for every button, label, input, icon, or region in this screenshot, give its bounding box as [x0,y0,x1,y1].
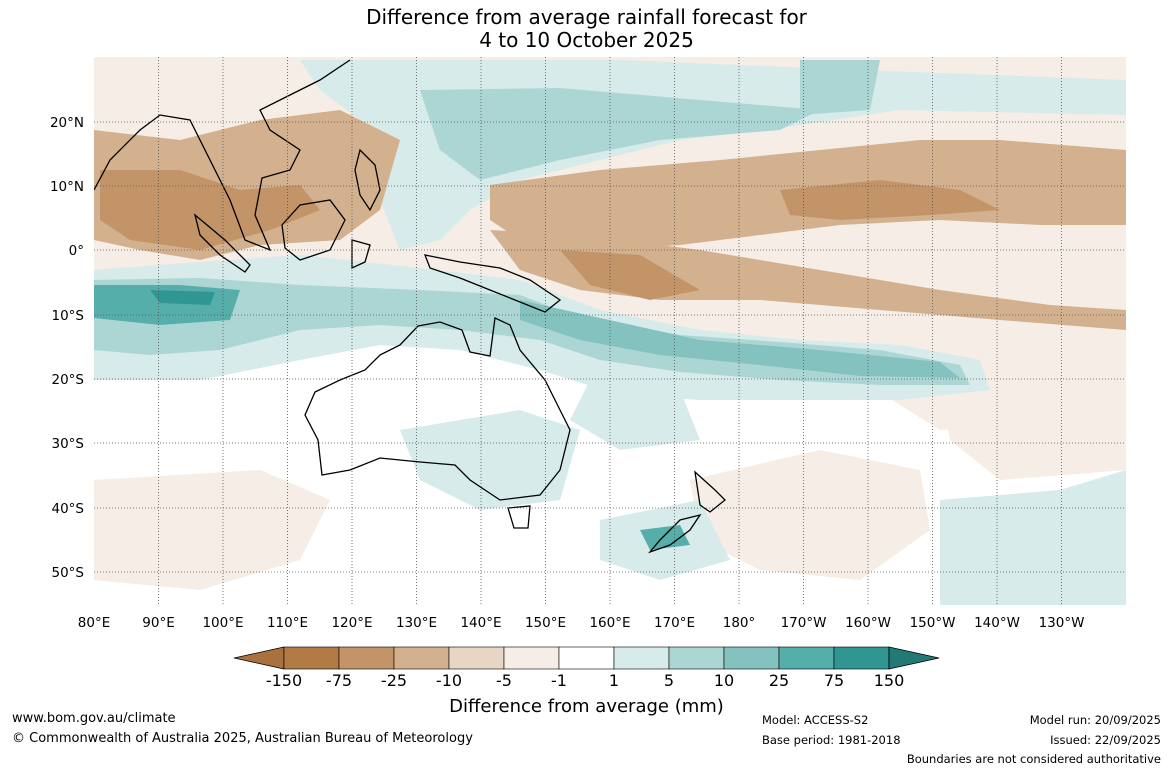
lon-label: 150°E [525,615,566,631]
colorbar-tick-label: -75 [325,671,353,690]
lon-label: 110°E [267,615,308,631]
website-link[interactable]: www.bom.gov.au/climate [12,711,176,726]
colorbar-swatch [833,646,890,670]
asia-outline [94,59,351,252]
wet-region-northeast [800,60,880,115]
issued-text: Issued: 22/09/2025 [1050,733,1161,747]
colorbar-tick-label: 1 [608,671,620,690]
graticule [94,57,1126,605]
lon-label: 130°W [1039,615,1085,631]
colorbar-swatch [393,646,450,670]
lon-label: 180° [723,615,756,631]
colorbar-tick-label: -150 [265,671,303,690]
lon-label: 90°E [142,615,174,631]
colorbar-tick-label: -5 [496,671,512,690]
lon-label: 150°W [910,615,956,631]
colorbar-swatch [778,646,835,670]
colorbar-swatch [723,646,780,670]
colorbar-tick-label: -1 [551,671,567,690]
wet-region-north [420,88,820,180]
lat-label: 20°N [50,115,84,131]
wet-region-strong-2 [520,300,960,378]
colorbar-tick-label: 25 [768,671,790,690]
lon-label: 140°E [460,615,501,631]
australia-outline [304,317,571,501]
lon-label: 100°E [202,615,243,631]
colorbar-tick-label: 10 [713,671,735,690]
lon-label: 160°E [589,615,630,631]
sumatra-outline [193,213,251,273]
dry-core-pacific-2 [780,180,1000,220]
lon-label: 160°W [845,615,891,631]
colorbar-tick-label: 150 [873,671,905,690]
model-text: Model: ACCESS-S2 [762,713,869,727]
wet-region-pale-5 [570,380,700,450]
tasmania-outline [507,505,531,529]
dry-region-southeast [690,450,930,580]
lon-label: 130°E [396,615,437,631]
philippines-outline [354,148,381,212]
lon-label: 170°E [654,615,695,631]
colorbar-swatch [613,646,670,670]
colorbar-extend-high [888,646,940,670]
colorbar-extend-low [233,646,285,670]
lon-label: 80°E [78,615,110,631]
wet-region-nz [640,525,690,550]
colorbar-swatch [338,646,395,670]
lon-label: 170°W [781,615,827,631]
lat-label: 10°S [52,308,85,324]
new-guinea-outline [423,254,562,313]
new-zealand-outline [647,470,726,554]
dry-core-indochina [100,170,320,250]
colorbar [233,646,940,670]
map-title-line1: Difference from average rainfall forecas… [366,5,807,29]
wet-region-pale-4 [940,470,1126,605]
colorbar-tick-label: -10 [435,671,463,690]
wet-region-strong-3 [150,290,215,305]
model-run-text: Model run: 20/09/2025 [1029,713,1161,727]
lat-label: 0° [69,243,84,259]
colorbar-swatch [558,646,615,670]
map-title-line2: 4 to 10 October 2025 [479,28,694,52]
colorbar-swatch [448,646,505,670]
lat-label: 20°S [52,372,85,388]
lat-label: 30°S [52,436,85,452]
colorbar-tick-label: 75 [823,671,845,690]
boundaries-disclaimer: Boundaries are not considered authoritat… [906,752,1161,766]
lat-label: 50°S [52,565,85,581]
colorbar-swatch [503,646,560,670]
colorbar-swatch [668,646,725,670]
wet-region-pale-3 [400,410,580,510]
lon-label: 140°W [974,615,1020,631]
colorbar-swatch [283,646,340,670]
lon-label: 120°E [331,615,372,631]
base-period-text: Base period: 1981-2018 [762,733,901,747]
colorbar-tick-label: -25 [380,671,408,690]
lat-label: 40°S [52,501,85,517]
colorbar-tick-label: 5 [663,671,675,690]
dry-core-pacific [560,250,700,300]
colorbar-title: Difference from average (mm) [449,696,724,717]
dry-region-south [94,470,330,590]
dry-band-equatorial [490,230,1126,330]
lat-label: 10°N [50,179,84,195]
copyright-text: © Commonwealth of Australia 2025, Austra… [12,731,473,746]
